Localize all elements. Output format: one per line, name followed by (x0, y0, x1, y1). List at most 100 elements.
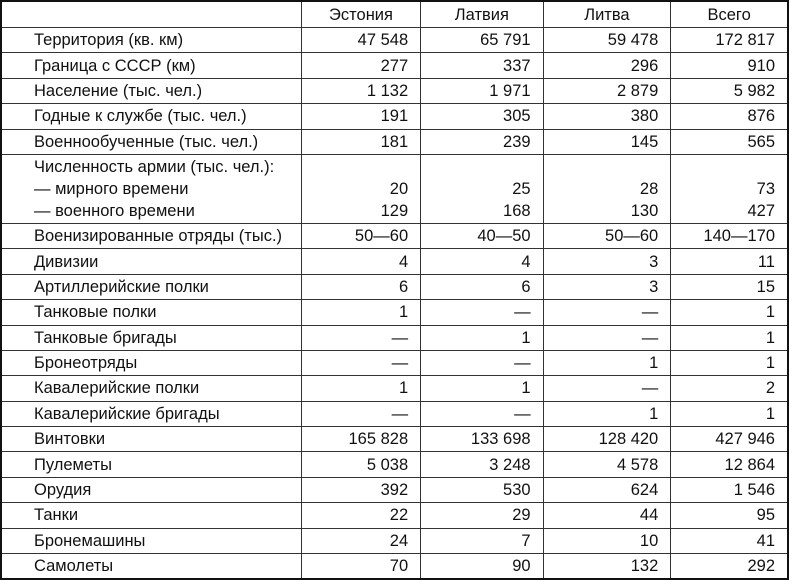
table-cell: 133 698 (420, 426, 544, 453)
table-cell: 6 (300, 273, 422, 301)
table-cell: 2 (670, 375, 789, 402)
table-row: Население (тыс. чел.) 1 132 1 971 2 879 5 98… (0, 77, 789, 105)
table-row: Танки 22 29 44 95 (0, 502, 789, 529)
table-cell: 3 (542, 273, 672, 301)
row-label: Бронемашины (0, 527, 302, 555)
column-header: Всего (670, 0, 789, 28)
table-cell: 1 (670, 349, 789, 377)
sub-value: 20 (389, 179, 409, 198)
table-cell: 380 (542, 103, 672, 130)
row-label: Танковые полки (0, 299, 302, 326)
table-cell: 12 864 (670, 451, 789, 478)
table-cell: 90 (420, 553, 544, 580)
row-label: Танковые бригады (0, 324, 302, 351)
sub-value: 427 (747, 201, 775, 220)
table-cell: 128 420 (542, 426, 672, 453)
row-label: Кавалерийские бригады (0, 400, 302, 428)
table-cell: 6 (420, 273, 544, 301)
table-cell: 25 168 (420, 153, 544, 224)
header-row: Эстония Латвия Литва Всего (0, 0, 789, 28)
table-cell: 7 (420, 527, 544, 555)
table-cell: 565 (670, 128, 789, 155)
table-cell: 305 (420, 103, 544, 130)
table-cell: 172 817 (670, 26, 789, 54)
row-label: Население (тыс. чел.) (0, 77, 302, 105)
table-cell: 1 (542, 400, 672, 428)
table-cell: 181 (300, 128, 422, 155)
row-label: Артиллерийские полки (0, 273, 302, 301)
table-row: Военизированные отряды (тыс.) 50—60 40—50 5… (0, 222, 789, 250)
table-row: Танковые бригады —1—1 (0, 324, 789, 351)
row-label: Численность армии (тыс. чел.): — мирного … (0, 153, 302, 224)
row-label: Территория (кв. км) (0, 26, 302, 54)
table-cell: 292 (670, 553, 789, 580)
row-label: Пулеметы (0, 451, 302, 478)
table-cell: 20 129 (300, 153, 422, 224)
table-cell: 41 (670, 527, 789, 555)
sub-value: 129 (380, 201, 409, 220)
column-header (0, 0, 302, 28)
table-cell: 10 (542, 527, 672, 555)
table-row: Бронемашины 24 7 10 41 (0, 527, 789, 555)
column-header: Литва (542, 0, 672, 28)
table-cell: 1 (300, 299, 422, 326)
table-cell: 11 (670, 248, 789, 275)
table-cell: 2 879 (542, 77, 672, 105)
table-cell: 24 (300, 527, 422, 555)
table-cell: — (542, 375, 672, 402)
row-label: Самолеты (0, 553, 302, 580)
table-cell: 1 (670, 324, 789, 351)
sub-value: 25 (512, 179, 531, 198)
table-cell: 73 427 (670, 153, 789, 224)
table-cell: 191 (300, 103, 422, 130)
table-cell: 47 548 (300, 26, 422, 54)
sub-value: 130 (630, 201, 659, 220)
table-cell: 165 828 (300, 426, 422, 453)
table-row: Территория (кв. км) 47 548 65 791 59 478 172… (0, 26, 789, 54)
row-label: Танки (0, 502, 302, 529)
table-cell: 95 (670, 502, 789, 529)
row-label: Дивизии (0, 248, 302, 275)
column-header: Эстония (300, 0, 422, 28)
table-cell: 1 (670, 400, 789, 428)
table-cell: — (542, 299, 672, 326)
table-row: Кавалерийские полки 1 1—2 (0, 375, 789, 402)
row-label: Годные к службе (тыс. чел.) (0, 103, 302, 130)
row-label: Военизированные отряды (тыс.) (0, 222, 302, 250)
sub-value: 28 (639, 179, 659, 198)
table-cell: 1 546 (670, 476, 789, 504)
table-cell: — (300, 349, 422, 377)
army-label: Численность армии (тыс. чел.): (34, 157, 275, 176)
sub-row-label: — военного времени (34, 201, 195, 220)
table-cell: 337 (420, 52, 544, 79)
row-label: Кавалерийские полки (0, 375, 302, 402)
table-cell: 40—50 (420, 222, 544, 250)
table-cell: 427 946 (670, 426, 789, 453)
row-label: Граница с СССР (км) (0, 52, 302, 79)
table-cell: 28 130 (542, 153, 672, 224)
table-row: Артиллерийские полки 6 6 3 15 (0, 273, 789, 301)
table-cell: 22 (300, 502, 422, 529)
table-row-army: Численность армии (тыс. чел.): — мирного … (0, 153, 789, 224)
sub-value: 168 (503, 201, 531, 220)
table-cell: 1 (420, 324, 544, 351)
table-row: Бронеотряды — —1 1 (0, 349, 789, 377)
table-cell: — (420, 400, 544, 428)
table-cell: 4 (300, 248, 422, 275)
table-cell: 1 (420, 375, 544, 402)
table-cell: 530 (420, 476, 544, 504)
table-cell: 50—60 (542, 222, 672, 250)
table-row: Танковые полки 1— —1 (0, 299, 789, 326)
table-cell: 239 (420, 128, 544, 155)
table-row: Пулеметы 5 038 3 248 4 578 12 864 (0, 451, 789, 478)
table-cell: 876 (670, 103, 789, 130)
table-row: Военнообученные (тыс. чел.) 181 239 145 565 (0, 128, 789, 155)
table-cell: 1 (542, 349, 672, 377)
table-cell: 296 (542, 52, 672, 79)
table-cell: 1 132 (300, 77, 422, 105)
table-cell: 5 038 (300, 451, 422, 478)
row-label: Бронеотряды (0, 349, 302, 377)
table-cell: 132 (542, 553, 672, 580)
table-cell: 4 (420, 248, 544, 275)
